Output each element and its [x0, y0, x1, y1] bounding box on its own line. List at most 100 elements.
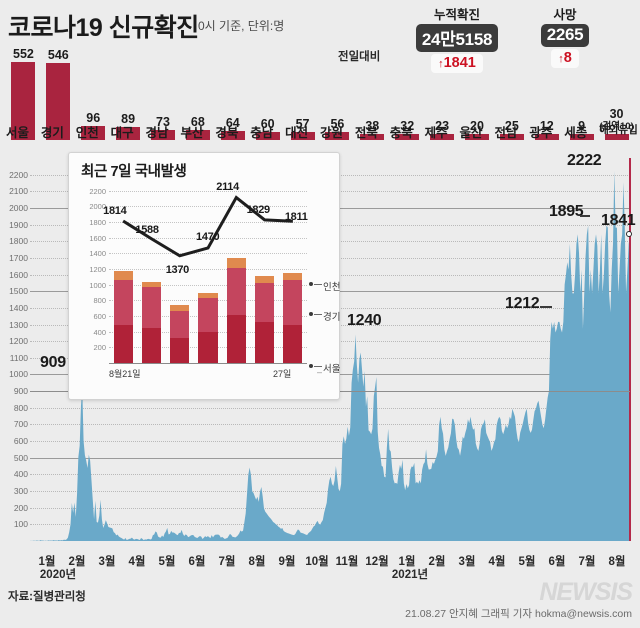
inset-gridline-1000	[109, 284, 307, 286]
inset-stacked-bar-5	[254, 183, 275, 363]
main-ytick-1300: 1300	[9, 319, 28, 330]
inset-line-label-27일: 1811	[284, 211, 308, 224]
region-bar-value: 20	[470, 119, 484, 133]
main-xtick-3: 4월	[128, 556, 146, 568]
main-ytick-1500: 1500	[9, 286, 28, 297]
inset-seg-경기	[170, 310, 190, 338]
inset-gridline-2000	[109, 206, 307, 208]
main-ytick-2100: 2100	[9, 186, 28, 197]
region-bar-16: 9	[564, 36, 599, 140]
inset-seg-경기	[113, 280, 133, 326]
region-label-대구: 대구	[110, 126, 134, 140]
inset-line-label-23일: 1370	[165, 263, 190, 276]
main-ytick-500: 500	[13, 452, 28, 463]
region-bar-rect	[46, 62, 71, 140]
inset-gridline-1800	[109, 222, 307, 224]
peak-leader-line-1	[540, 306, 552, 308]
region-bar-0: 552	[6, 36, 41, 140]
deaths-delta: ↑8	[551, 49, 579, 68]
inset-seg-경기	[283, 280, 303, 326]
main-ytick-1100: 1100	[9, 352, 28, 363]
newsis-watermark: NEWSIS	[539, 578, 633, 606]
inset-legend-line-경기	[314, 314, 322, 315]
region-bar-value: 64	[225, 115, 240, 130]
main-xtick-16: 5월	[518, 556, 536, 568]
peak-label-1895: 1895	[549, 203, 584, 220]
inset-title: 최근 7일 국내발생	[81, 164, 187, 180]
page-title: 코로나19 신규확진	[8, 14, 199, 42]
main-ytick-2000: 2000	[9, 202, 28, 213]
region-bar-value: 30	[609, 107, 624, 121]
inset-seg-서울	[283, 325, 303, 363]
region-bar-8: 57	[285, 36, 320, 140]
region-bar-value: 96	[86, 111, 101, 126]
peak-leader-line-2	[580, 215, 590, 217]
region-label-충북: 충북	[389, 126, 413, 140]
inset-seg-서울	[226, 315, 246, 363]
main-ytick-1700: 1700	[9, 252, 28, 263]
main-xtick-9: 10월	[305, 556, 329, 568]
region-bar-rect	[325, 132, 350, 140]
region-bar-10: 38	[355, 36, 390, 140]
inset-baseline	[109, 363, 307, 364]
inset-legend-label-경기: 경기	[323, 312, 341, 323]
region-bar-chart: 552 546 96 89 73 68 64 60 57 56 38 32 23 20 25 12 9 30 (검역…	[0, 30, 640, 140]
inset-panel: 최근 7일 국내발생 200 400 600 800 1000 1200 1400 1600 1…	[68, 152, 340, 400]
region-bar-value: 23	[435, 119, 450, 133]
inset-seg-인천	[113, 271, 133, 281]
region-bar-rect	[290, 131, 315, 140]
main-ytick-700: 700	[13, 419, 28, 430]
region-bar-value: 9	[578, 119, 586, 133]
inset-seg-서울	[254, 322, 275, 363]
region-bar-rect	[185, 130, 210, 140]
main-xtick-5: 6월	[188, 556, 206, 568]
final-value-dot	[626, 231, 632, 238]
inset-seg-경기	[226, 268, 246, 316]
summary-cumulative: 누적확진 24만5158 ↑1841	[398, 4, 516, 73]
region-label-강원: 강원	[320, 126, 344, 140]
main-ytick-1200: 1200	[9, 336, 28, 347]
region-bar-15: 12	[529, 36, 564, 140]
footer-band	[0, 583, 640, 628]
region-bar-3: 89	[111, 36, 146, 140]
year-label-2021: 2021년	[391, 569, 429, 581]
main-xtick-0: 1월	[38, 556, 56, 568]
region-bar-value: 32	[400, 119, 415, 133]
inset-seg-인천	[170, 305, 190, 311]
region-bar-rect	[499, 134, 524, 140]
region-bar-value: 546	[47, 47, 69, 62]
main-xtick-10: 11월	[335, 556, 359, 568]
final-value-marker-line	[629, 158, 631, 541]
region-label-대전: 대전	[285, 126, 309, 140]
main-xtick-18: 7월	[578, 556, 596, 568]
inset-stacked-bar-3	[198, 183, 218, 363]
region-label-울산: 울산	[459, 126, 483, 140]
main-xtick-13: 2월	[428, 556, 446, 568]
region-bar-rect	[430, 134, 455, 140]
main-xtick-1: 2월	[68, 556, 86, 568]
inset-legend-dot-경기	[309, 312, 313, 316]
inset-stacked-bar-2	[170, 183, 190, 363]
inset-seg-경기	[254, 283, 275, 323]
main-gridline-500	[30, 457, 630, 459]
main-xtick-4: 5월	[158, 556, 176, 568]
inset-ytick-400: 400	[93, 327, 106, 337]
main-xtick-12: 1월	[398, 556, 416, 568]
main-ytick-100: 100	[13, 519, 28, 530]
region-bar-rect	[464, 134, 489, 140]
region-name-axis: 서울 경기 인천 대구 경남 부산 경북 충남 대전 강원 전북 충북 제주 울산 전남 광주 세종 해외유입	[0, 122, 640, 140]
main-xtick-8: 9월	[278, 556, 296, 568]
region-bar-rect	[569, 134, 594, 140]
inset-line-label-8월21일: 1814	[103, 205, 127, 218]
inset-plot-area: 200 400 600 800 1000 1200 1400 1600 1800 2000 2200	[89, 183, 307, 363]
main-ytick-1000: 1000	[9, 369, 28, 380]
cumulative-delta-value: 1841	[443, 55, 476, 71]
main-area-series	[30, 170, 630, 541]
region-bar-rect	[255, 131, 280, 140]
source-label: 자료:질병관리청	[8, 591, 86, 603]
inset-line-label-22일: 1588	[135, 223, 159, 236]
inset-legend-label-서울: 서울	[323, 364, 341, 375]
inset-stacked-bar-6	[283, 183, 303, 363]
inset-ytick-1800: 1800	[89, 218, 106, 228]
inset-x-dash: –	[317, 367, 323, 377]
